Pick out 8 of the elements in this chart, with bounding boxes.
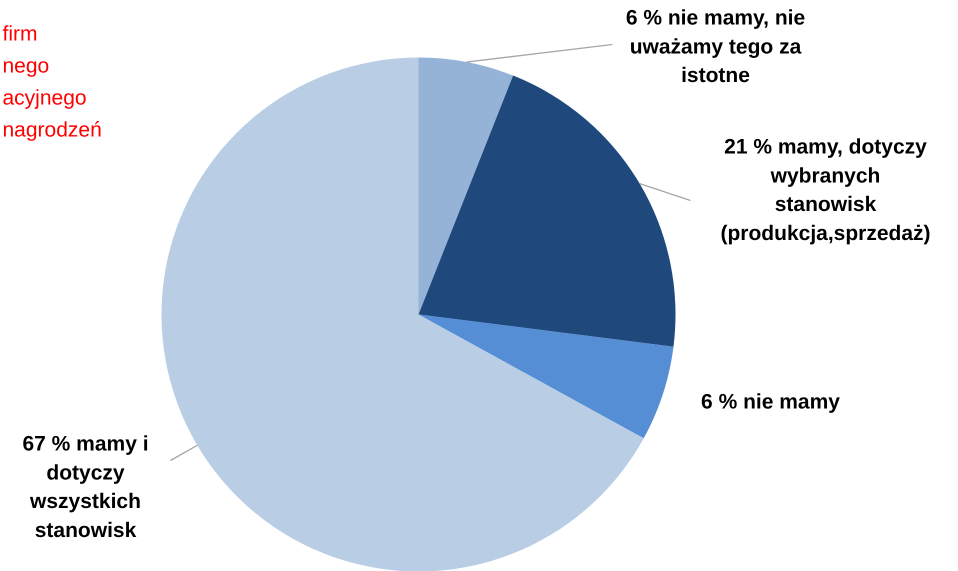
slice-label: 21 % mamy, dotyczy wybranych stanowisk (produkcja,sprzedaż) — [720, 136, 931, 245]
text: acyjnego — [2, 86, 87, 110]
text: firm — [2, 22, 38, 46]
slice-label: 6 % nie mamy, nie uważamy tego za istotne — [626, 6, 806, 87]
text: nego — [2, 54, 50, 78]
slice-label: 67 % mamy i dotyczy wszystkich stanowisk — [22, 432, 149, 542]
slice-label: 6 % nie mamy — [701, 390, 840, 414]
text: nagrodzeń — [2, 118, 102, 142]
